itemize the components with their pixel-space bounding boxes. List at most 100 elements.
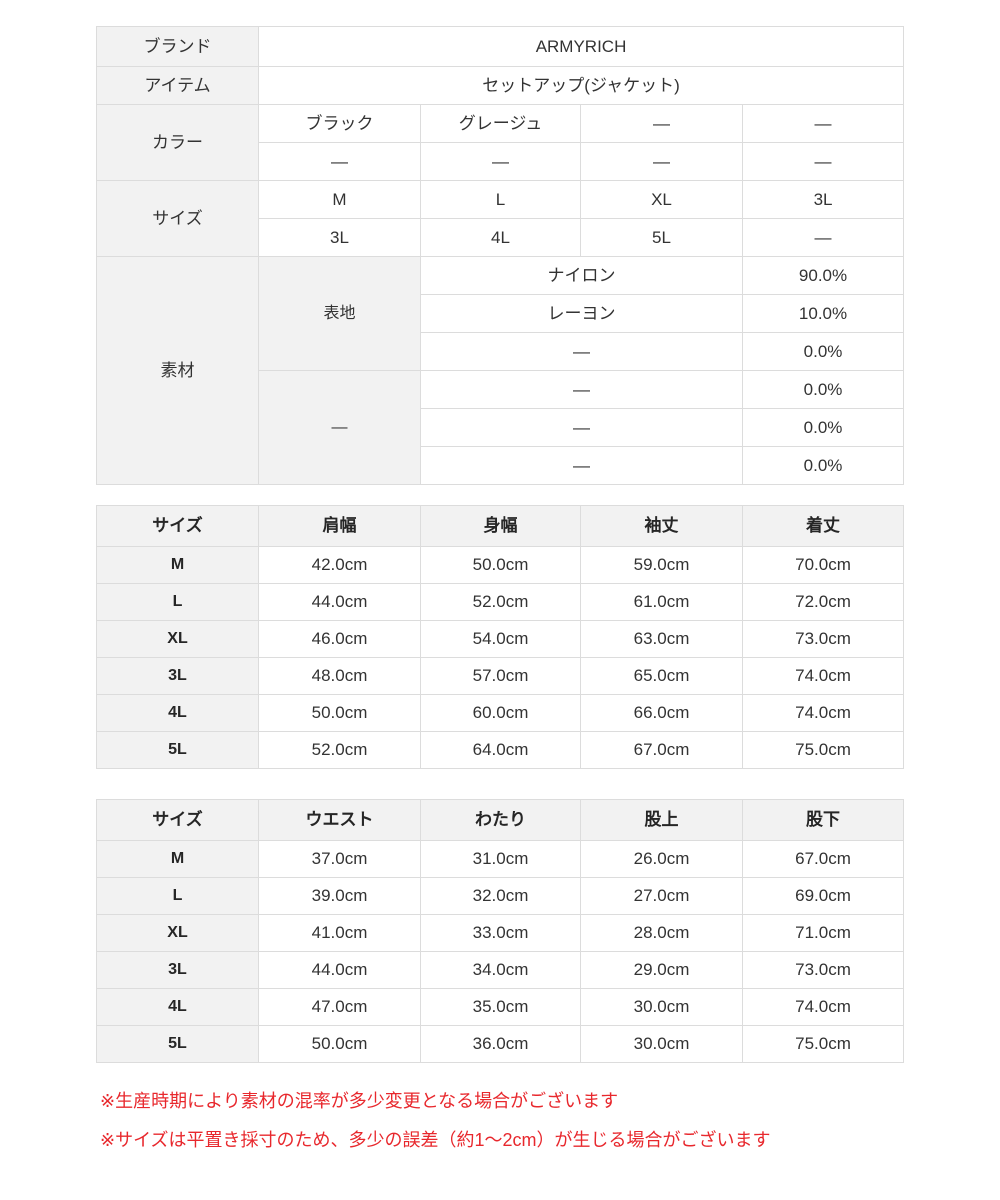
size-cell: M bbox=[258, 180, 421, 219]
table-row: XL 41.0cm 33.0cm 28.0cm 71.0cm bbox=[96, 914, 904, 952]
jacket-measure-cell: 65.0cm bbox=[580, 657, 743, 695]
jacket-measurement-table: サイズ 肩幅 身幅 袖丈 着丈 M 42.0cm 50.0cm 59.0cm 7… bbox=[96, 505, 904, 769]
row-label-item: アイテム bbox=[96, 66, 259, 105]
table-row-material-3: ― 0.0% bbox=[97, 332, 905, 371]
pants-size-label: 3L bbox=[96, 951, 259, 989]
row-label-material: 素材 bbox=[96, 256, 259, 485]
table-row: M 42.0cm 50.0cm 59.0cm 70.0cm bbox=[96, 546, 904, 584]
jacket-col-header-shoulder: 肩幅 bbox=[258, 505, 421, 547]
jacket-measure-cell: 63.0cm bbox=[580, 620, 743, 658]
table-row-brand: ブランド ARMYRICH bbox=[96, 26, 905, 67]
pants-measure-cell: 33.0cm bbox=[420, 914, 581, 952]
table-row: 3L 44.0cm 34.0cm 29.0cm 73.0cm bbox=[96, 951, 904, 989]
table-row-item: アイテム セットアップ(ジャケット) bbox=[96, 66, 905, 105]
material-pct: 90.0% bbox=[741, 256, 905, 295]
jacket-measure-cell: 73.0cm bbox=[742, 620, 904, 658]
color-cell: ― bbox=[420, 142, 581, 181]
material-pct: 0.0% bbox=[741, 370, 905, 409]
jacket-measure-cell: 75.0cm bbox=[742, 731, 904, 769]
pants-col-header-size: サイズ bbox=[96, 799, 259, 841]
jacket-col-header-length: 着丈 bbox=[742, 505, 904, 547]
size-cell: ― bbox=[741, 218, 905, 257]
jacket-measure-cell: 72.0cm bbox=[742, 583, 904, 621]
jacket-measure-cell: 46.0cm bbox=[258, 620, 421, 658]
pants-header-row: サイズ ウエスト わたり 股上 股下 bbox=[96, 799, 904, 841]
jacket-size-label: 3L bbox=[96, 657, 259, 695]
pants-measure-cell: 50.0cm bbox=[258, 1025, 421, 1063]
jacket-size-label: M bbox=[96, 546, 259, 584]
table-row: 5L 52.0cm 64.0cm 67.0cm 75.0cm bbox=[96, 731, 904, 769]
table-row-color-1: カラー ブラック グレージュ ― ― bbox=[96, 104, 905, 181]
pants-col-header-rise: 股上 bbox=[580, 799, 743, 841]
jacket-size-label: L bbox=[96, 583, 259, 621]
color-cell: グレージュ bbox=[420, 104, 581, 143]
jacket-col-header-chest: 身幅 bbox=[420, 505, 581, 547]
pants-measure-cell: 74.0cm bbox=[742, 988, 904, 1026]
jacket-measure-cell: 74.0cm bbox=[742, 657, 904, 695]
jacket-measure-cell: 66.0cm bbox=[580, 694, 743, 732]
pants-measure-cell: 44.0cm bbox=[258, 951, 421, 989]
pants-measure-cell: 39.0cm bbox=[258, 877, 421, 915]
jacket-measure-cell: 44.0cm bbox=[258, 583, 421, 621]
pants-measure-cell: 69.0cm bbox=[742, 877, 904, 915]
size-cell: 3L bbox=[258, 218, 421, 257]
pants-measure-cell: 75.0cm bbox=[742, 1025, 904, 1063]
pants-measure-cell: 67.0cm bbox=[742, 840, 904, 878]
pants-size-label: XL bbox=[96, 914, 259, 952]
pants-measure-cell: 32.0cm bbox=[420, 877, 581, 915]
table-row: L 39.0cm 32.0cm 27.0cm 69.0cm bbox=[96, 877, 904, 915]
item-value: セットアップ(ジャケット) bbox=[257, 66, 905, 105]
pants-col-header-inseam: 股下 bbox=[742, 799, 904, 841]
table-row-material-2: レーヨン 10.0% bbox=[97, 294, 905, 333]
jacket-measure-cell: 50.0cm bbox=[420, 546, 581, 584]
material-name: ナイロン bbox=[420, 256, 743, 295]
pants-measure-cell: 28.0cm bbox=[580, 914, 743, 952]
jacket-measure-cell: 52.0cm bbox=[258, 731, 421, 769]
material-group-label-lining: ― bbox=[258, 370, 421, 485]
color-cell: ― bbox=[741, 104, 905, 143]
color-cell: ― bbox=[580, 142, 743, 181]
table-row-size-1: サイズ M L XL 3L bbox=[96, 180, 905, 257]
jacket-measure-cell: 54.0cm bbox=[420, 620, 581, 658]
table-row-material-6: ― 0.0% bbox=[97, 446, 905, 485]
size-cell: L bbox=[420, 180, 581, 219]
pants-col-header-thigh: わたり bbox=[420, 799, 581, 841]
pants-measure-cell: 30.0cm bbox=[580, 1025, 743, 1063]
footnote-measurement-tolerance: ※サイズは平置き採寸のため、多少の誤差（約1〜2cm）が生じる場合がございます bbox=[100, 1130, 771, 1150]
jacket-header-row: サイズ 肩幅 身幅 袖丈 着丈 bbox=[96, 505, 904, 547]
pants-size-label: 4L bbox=[96, 988, 259, 1026]
pants-measure-cell: 34.0cm bbox=[420, 951, 581, 989]
table-row: L 44.0cm 52.0cm 61.0cm 72.0cm bbox=[96, 583, 904, 621]
size-cell: XL bbox=[580, 180, 743, 219]
size-cell: 3L bbox=[741, 180, 905, 219]
pants-measure-cell: 36.0cm bbox=[420, 1025, 581, 1063]
jacket-measure-cell: 74.0cm bbox=[742, 694, 904, 732]
table-row: 3L 48.0cm 57.0cm 65.0cm 74.0cm bbox=[96, 657, 904, 695]
jacket-col-header-size: サイズ bbox=[96, 505, 259, 547]
table-row-color-2: ― ― ― ― bbox=[97, 142, 905, 181]
color-cell: ― bbox=[258, 142, 421, 181]
table-row: XL 46.0cm 54.0cm 63.0cm 73.0cm bbox=[96, 620, 904, 658]
material-name: ― bbox=[420, 446, 743, 485]
pants-measure-cell: 71.0cm bbox=[742, 914, 904, 952]
pants-measure-cell: 41.0cm bbox=[258, 914, 421, 952]
material-pct: 0.0% bbox=[741, 446, 905, 485]
pants-measure-cell: 35.0cm bbox=[420, 988, 581, 1026]
pants-measure-cell: 30.0cm bbox=[580, 988, 743, 1026]
jacket-measure-cell: 64.0cm bbox=[420, 731, 581, 769]
jacket-measure-cell: 52.0cm bbox=[420, 583, 581, 621]
jacket-measure-cell: 48.0cm bbox=[258, 657, 421, 695]
table-row: 5L 50.0cm 36.0cm 30.0cm 75.0cm bbox=[96, 1025, 904, 1063]
jacket-measure-cell: 60.0cm bbox=[420, 694, 581, 732]
table-row-size-2: 3L 4L 5L ― bbox=[97, 218, 905, 257]
color-cell: ブラック bbox=[258, 104, 421, 143]
jacket-measure-cell: 67.0cm bbox=[580, 731, 743, 769]
jacket-measure-cell: 59.0cm bbox=[580, 546, 743, 584]
color-cell: ― bbox=[580, 104, 743, 143]
pants-col-header-waist: ウエスト bbox=[258, 799, 421, 841]
material-name: レーヨン bbox=[420, 294, 743, 333]
brand-value: ARMYRICH bbox=[257, 26, 905, 67]
size-cell: 4L bbox=[420, 218, 581, 257]
jacket-measure-cell: 50.0cm bbox=[258, 694, 421, 732]
